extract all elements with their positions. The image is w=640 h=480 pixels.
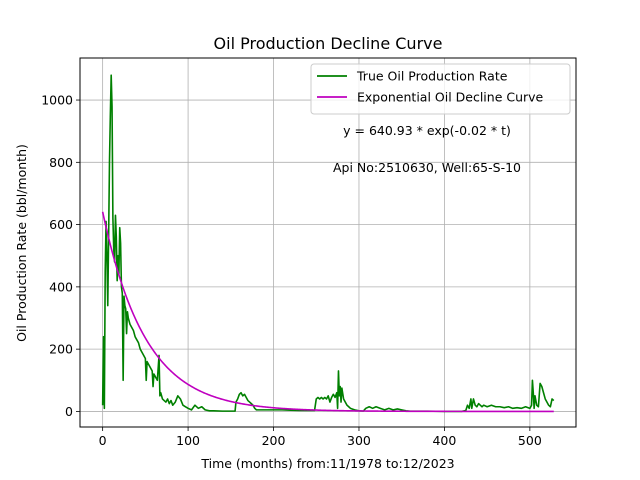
y-tick-label-600: 600 [49, 217, 73, 232]
legend-label-true-rate: True Oil Production Rate [356, 69, 508, 84]
y-tick-label-800: 800 [49, 155, 73, 170]
true-oil-production-rate-line [101, 74, 555, 413]
x-axis-label: Time (months) from:11/1978 to:12/2023 [200, 456, 454, 471]
series-layer [101, 74, 555, 413]
fit-equation-annotation: y = 640.93 * exp(-0.02 * t) [343, 123, 511, 138]
grid-lines [80, 58, 576, 427]
x-tick-label-100: 100 [176, 433, 200, 448]
x-tick-label-300: 300 [347, 433, 371, 448]
plot-area-frame [79, 57, 577, 428]
legend-label-exponential-fit: Exponential Oil Decline Curve [357, 90, 544, 105]
axis-ticks: 0 100 200 300 400 500 0 200 400 600 800 1000 [41, 93, 542, 448]
legend-box [310, 63, 571, 115]
y-tick-label-0: 0 [65, 404, 73, 419]
chart-title: Oil Production Decline Curve [214, 34, 443, 53]
x-tick-label-500: 500 [518, 433, 542, 448]
legend: True Oil Production Rate Exponential Oil… [310, 63, 571, 115]
exponential-decline-curve-line [101, 211, 554, 413]
x-tick-label-0: 0 [99, 433, 107, 448]
x-tick-label-400: 400 [432, 433, 456, 448]
y-tick-label-200: 200 [49, 342, 73, 357]
well-id-annotation: Api No:2510630, Well:65-S-10 [333, 160, 521, 175]
y-tick-label-400: 400 [49, 279, 73, 294]
y-tick-label-1000: 1000 [41, 93, 73, 108]
y-axis-label: Oil Production Rate (bbl/month) [14, 144, 29, 342]
x-tick-label-200: 200 [262, 433, 286, 448]
